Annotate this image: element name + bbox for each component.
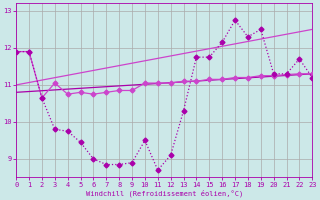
X-axis label: Windchill (Refroidissement éolien,°C): Windchill (Refroidissement éolien,°C) [85, 189, 243, 197]
